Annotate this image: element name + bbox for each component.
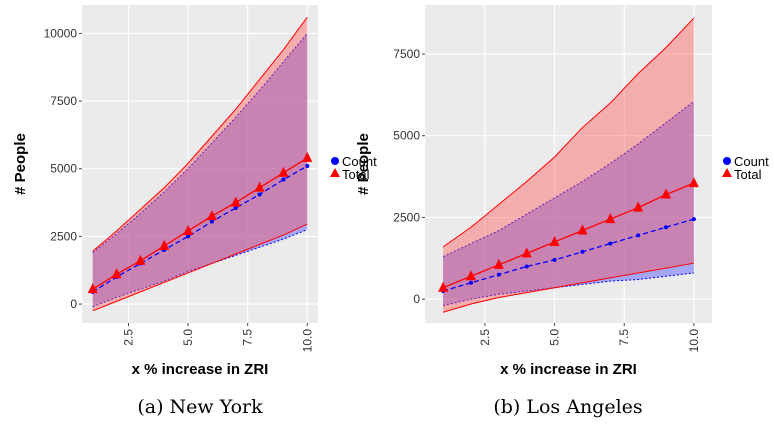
legend-marker — [722, 168, 732, 177]
x-tick-label: 2.5 — [121, 329, 135, 346]
x-tick-label: 5.0 — [181, 329, 195, 346]
point — [233, 205, 238, 210]
point — [524, 264, 529, 269]
caption: (b) Los Angeles — [493, 396, 642, 418]
point — [206, 210, 217, 221]
confidence-band — [443, 101, 694, 306]
x-tick-label: 10.0 — [300, 329, 314, 353]
legend-label: Count — [734, 154, 769, 169]
legend-label: Total — [734, 167, 762, 182]
point — [183, 224, 194, 235]
legend-marker — [330, 168, 340, 177]
series-line — [92, 157, 308, 290]
legend-marker — [723, 157, 731, 165]
point — [278, 166, 289, 177]
y-tick-label: 10000 — [44, 26, 78, 40]
point — [87, 283, 98, 294]
x-tick-label: 5.0 — [548, 329, 562, 346]
point — [608, 241, 613, 246]
point — [549, 235, 560, 246]
point — [254, 181, 265, 192]
point — [636, 233, 641, 238]
series-line — [92, 165, 308, 293]
point — [580, 249, 585, 254]
point — [633, 201, 644, 212]
x-axis-title: x % increase in ZRI — [500, 361, 637, 378]
point — [552, 257, 557, 262]
y-tick-label: 5000 — [393, 129, 420, 143]
legend-label: Count — [342, 154, 377, 169]
point — [302, 151, 313, 162]
x-tick-label: 7.5 — [241, 329, 255, 346]
point — [305, 164, 310, 169]
y-tick-label: 7500 — [393, 47, 420, 61]
band-edge — [92, 16, 308, 252]
band-edge — [92, 223, 308, 312]
point — [281, 177, 286, 182]
point — [664, 225, 669, 230]
point — [661, 188, 672, 199]
y-tick-label: 5000 — [50, 162, 77, 176]
y-axis-title: # People — [355, 133, 372, 195]
y-tick-label: 0 — [70, 297, 77, 311]
band-edge — [442, 17, 695, 248]
confidence-band — [443, 18, 694, 313]
series-line — [442, 218, 695, 292]
y-tick-label: 0 — [413, 292, 420, 306]
band-edge — [442, 262, 694, 313]
point — [186, 234, 191, 239]
y-axis-title: # People — [12, 133, 29, 195]
point — [257, 192, 262, 197]
x-tick-label: 7.5 — [617, 329, 631, 346]
point — [159, 239, 170, 250]
y-tick-label: 7500 — [50, 94, 77, 108]
legend-label: Total — [342, 167, 370, 182]
point — [577, 224, 588, 235]
point — [135, 254, 146, 265]
legend-marker — [331, 157, 339, 165]
point — [493, 258, 504, 269]
band-edge — [92, 229, 308, 308]
point — [605, 213, 616, 224]
series-line — [442, 182, 695, 289]
y-tick-label: 2500 — [393, 210, 420, 224]
confidence-band — [92, 17, 308, 311]
point — [496, 272, 501, 277]
point — [521, 247, 532, 258]
point — [688, 177, 699, 188]
point — [468, 280, 473, 285]
point — [438, 281, 449, 292]
point — [230, 196, 241, 207]
confidence-band — [92, 33, 308, 307]
y-tick-label: 2500 — [50, 229, 77, 243]
x-tick-label: 2.5 — [478, 329, 492, 346]
band-edge — [92, 33, 308, 254]
point — [111, 268, 122, 279]
x-tick-label: 10.0 — [687, 329, 701, 353]
point — [209, 219, 214, 224]
x-axis-title: x % increase in ZRI — [132, 361, 269, 378]
point — [691, 217, 696, 222]
point — [465, 270, 476, 281]
caption: (a) New York — [137, 396, 263, 418]
